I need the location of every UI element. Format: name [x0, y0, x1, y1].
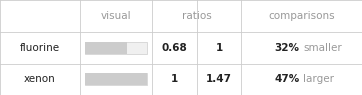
Text: 1.47: 1.47 [206, 74, 232, 84]
Text: 0.68: 0.68 [162, 43, 188, 53]
Bar [85, 42, 147, 54]
Bar [85, 73, 147, 85]
Text: 1: 1 [171, 74, 178, 84]
Text: fluorine: fluorine [20, 43, 60, 53]
Text: comparisons: comparisons [268, 11, 335, 21]
Text: 32%: 32% [274, 43, 300, 53]
Text: 47%: 47% [274, 74, 300, 84]
Text: 1: 1 [215, 43, 223, 53]
Bar [85, 73, 147, 85]
Text: xenon: xenon [24, 74, 56, 84]
Text: ratios: ratios [181, 11, 211, 21]
Text: visual: visual [101, 11, 131, 21]
Bar [85, 42, 127, 54]
Text: larger: larger [303, 74, 334, 84]
Text: smaller: smaller [303, 43, 342, 53]
